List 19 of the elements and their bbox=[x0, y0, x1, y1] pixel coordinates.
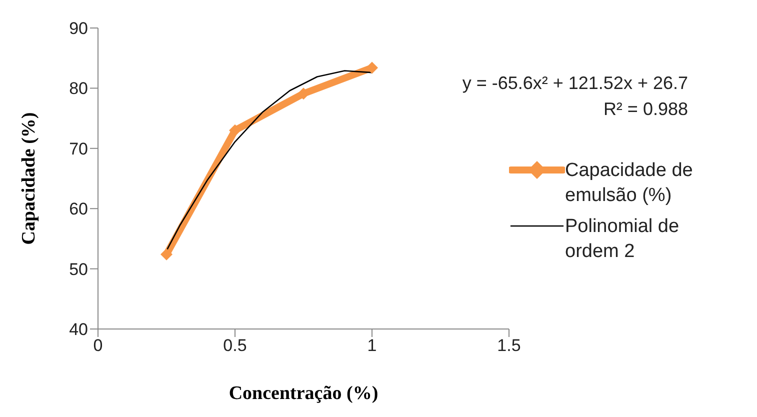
y-axis-title: Capacidade (%) bbox=[18, 112, 40, 245]
x-axis-title: Concentração (%) bbox=[228, 383, 378, 404]
legend-label: Polinomial de ordem 2 bbox=[565, 215, 680, 264]
y-tick-label: 70 bbox=[69, 139, 88, 158]
point bbox=[229, 124, 241, 136]
y-tick-label: 90 bbox=[69, 19, 88, 38]
point bbox=[160, 248, 172, 260]
legend-label: Capacidade de emulsão (%) bbox=[565, 159, 694, 208]
point bbox=[366, 62, 378, 74]
annotation: y = -65.6x² + 121.52x + 26.7 bbox=[461, 72, 688, 95]
y-tick-label: 50 bbox=[69, 260, 88, 279]
x-tick-label: 0 bbox=[93, 336, 103, 356]
x-tick-label: 1 bbox=[367, 336, 377, 356]
y-tick-label: 40 bbox=[69, 320, 88, 340]
y-tick-label: 60 bbox=[69, 200, 88, 219]
text: R² = 0.988 bbox=[602, 98, 688, 121]
x-tick-label: 1.5 bbox=[497, 336, 521, 356]
y-tick-label: 80 bbox=[69, 79, 88, 98]
x-tick-label: 0.5 bbox=[223, 336, 247, 356]
